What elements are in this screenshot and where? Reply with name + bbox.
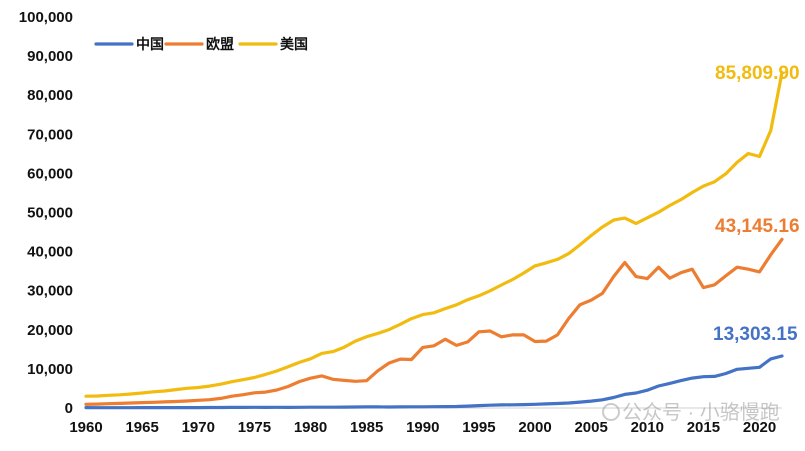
y-tick-label: 20,000 xyxy=(27,322,73,339)
watermark-text: 公众号 · 小骆慢跑 xyxy=(622,401,780,424)
series-line-3 xyxy=(84,70,784,398)
legend: 中国 欧盟 美国 xyxy=(94,36,308,52)
y-tick-label: 10,000 xyxy=(27,361,73,378)
watermark-icon xyxy=(602,403,620,421)
y-tick-label: 40,000 xyxy=(27,244,73,261)
x-tick-label: 1995 xyxy=(462,419,495,436)
x-tick-label: 1975 xyxy=(238,419,271,436)
end-labels: 13,303.15 43,145.16 85,809.90 xyxy=(713,63,800,345)
x-tick-label: 1985 xyxy=(350,419,383,436)
legend-label: 欧盟 xyxy=(206,36,234,52)
y-tick-label: 80,000 xyxy=(27,87,73,104)
y-tick-label: 50,000 xyxy=(27,205,73,222)
y-tick-label: 100,000 xyxy=(19,9,73,26)
y-tick-label: 70,000 xyxy=(27,126,73,143)
x-tick-label: 2020 xyxy=(743,419,776,436)
legend-label: 美国 xyxy=(280,36,308,52)
series-lines xyxy=(84,70,784,410)
data-label: 13,303.15 xyxy=(713,324,798,345)
series-line-1 xyxy=(84,354,784,410)
x-tick-label: 1960 xyxy=(69,419,102,436)
y-tick-label: 0 xyxy=(65,400,73,417)
x-tick-label: 1970 xyxy=(182,419,215,436)
x-axis: 1960 1965 1970 1975 1980 1985 1990 1995 2000 2005… xyxy=(69,419,776,436)
y-tick-label: 30,000 xyxy=(27,283,73,300)
x-tick-label: 1965 xyxy=(125,419,158,436)
series-line-2 xyxy=(84,237,784,406)
x-tick-label: 1980 xyxy=(294,419,327,436)
legend-label: 中国 xyxy=(136,36,164,52)
data-label: 85,809.90 xyxy=(715,63,800,84)
watermark: 公众号 · 小骆慢跑 xyxy=(602,401,780,424)
x-tick-label: 2015 xyxy=(687,419,720,436)
y-axis: 0 10,000 20,000 30,000 40,000 50,000 60,000 70,… xyxy=(19,9,73,417)
y-tick-label: 90,000 xyxy=(27,48,73,65)
x-tick-label: 2005 xyxy=(574,419,607,436)
x-tick-label: 2000 xyxy=(518,419,551,436)
y-tick-label: 60,000 xyxy=(27,165,73,182)
data-label: 43,145.16 xyxy=(715,216,800,237)
x-tick-label: 2010 xyxy=(631,419,664,436)
x-tick-label: 1990 xyxy=(406,419,439,436)
